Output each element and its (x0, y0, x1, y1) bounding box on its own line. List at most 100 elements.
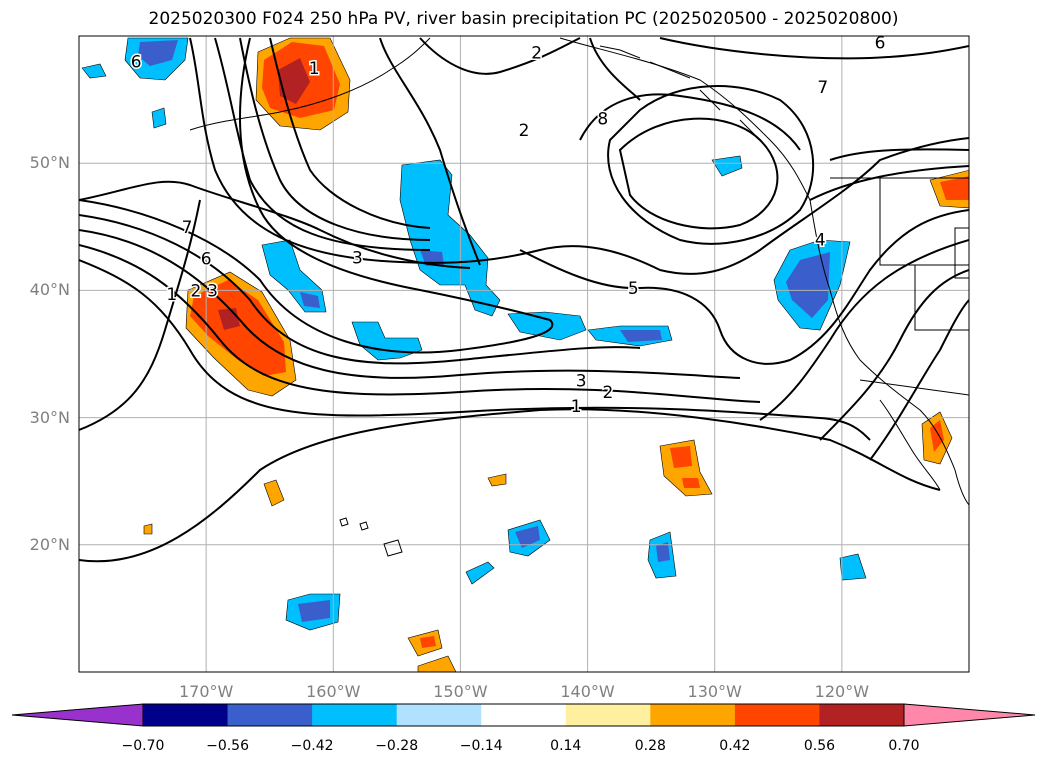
lat-tick-label: 50°N (29, 153, 70, 173)
colorbar-tick-label: −0.70 (121, 738, 165, 754)
colorbar-extend-low (11, 703, 144, 727)
lon-tick-label: 140°W (560, 682, 615, 701)
pv-contour (589, 37, 641, 101)
pv-contour (79, 180, 471, 269)
positive-anomaly (420, 636, 436, 648)
positive-anomaly (682, 478, 700, 488)
pv-contour (809, 165, 969, 201)
pv-contour (79, 408, 941, 563)
colorbar-tick-label: −0.56 (206, 738, 249, 754)
contour-label: 5 (628, 279, 639, 299)
colorbar-segment (143, 704, 229, 726)
lat-tick-label: 20°N (29, 534, 70, 554)
coastline-baja (879, 399, 941, 491)
contour-label: 2 (603, 383, 614, 403)
gridlines (79, 36, 969, 672)
negative-anomaly (351, 321, 423, 361)
contour-label: 6 (201, 250, 212, 270)
border-us-mexico (859, 379, 969, 396)
colorbar-tick-label: −0.28 (375, 738, 419, 754)
contour-label: 6 (131, 52, 142, 72)
negative-anomaly (261, 239, 327, 313)
pv-contour (214, 37, 431, 251)
negative-anomaly (298, 600, 330, 622)
negative-anomaly (620, 330, 662, 342)
pv-contour (659, 37, 969, 60)
negative-anomaly (711, 155, 743, 177)
colorbar-tick-label: −0.14 (459, 738, 503, 754)
pv-contour (519, 209, 969, 365)
pv-contour (419, 37, 581, 75)
precipitation-shading (81, 37, 969, 672)
positive-anomaly (670, 446, 692, 468)
lon-tick-label: 120°W (814, 682, 870, 701)
pv-contour (79, 244, 761, 403)
colorbar-tick-label: 0.28 (634, 738, 666, 754)
pv-contour (79, 229, 741, 379)
negative-anomaly (656, 542, 670, 562)
colorbar-segment (227, 704, 313, 726)
positive-anomaly (263, 479, 285, 507)
pv-contour (239, 37, 431, 241)
coastline-aleutians (189, 37, 431, 131)
negative-anomaly (786, 252, 830, 318)
colorbar-tick-label: 0.70 (888, 738, 920, 754)
lat-tick-label: 30°N (29, 407, 70, 427)
negative-anomaly (399, 159, 501, 317)
colorbar-segment (650, 704, 736, 726)
contour-label: 8 (597, 110, 608, 130)
map-frame (78, 35, 970, 673)
contour-label: 3 (207, 281, 218, 301)
coastline-pacific-northwest (809, 199, 969, 506)
coastline-alaska (559, 37, 811, 201)
contour-label: 4 (815, 231, 826, 251)
lat-tick-label: 40°N (29, 280, 70, 300)
pv-contour (579, 93, 801, 151)
coastlines (189, 37, 969, 557)
negative-anomaly (515, 526, 540, 548)
positive-anomaly (143, 523, 153, 535)
colorbar-segment (734, 704, 820, 726)
positive-anomaly (190, 280, 286, 376)
map-title: 2025020300 F024 250 hPa PV, river basin … (148, 9, 899, 29)
contour-label: 3 (576, 372, 587, 392)
colorbar (11, 703, 1036, 727)
contour-label: 6 (875, 33, 886, 53)
pv-contour (869, 299, 969, 461)
colorbar-segment (396, 704, 482, 726)
colorbar-tick-label: 0.42 (719, 738, 751, 754)
negative-anomaly (465, 561, 495, 585)
positive-anomaly (940, 176, 969, 200)
positive-anomaly (278, 58, 310, 104)
negative-anomaly (507, 311, 587, 341)
positive-anomaly (930, 420, 944, 452)
border-states (879, 178, 969, 331)
lon-tick-label: 160°W (306, 682, 361, 701)
colorbar-frame (142, 703, 905, 727)
contour-label: 1 (166, 285, 177, 305)
positive-anomaly (417, 655, 457, 672)
coastline-alaska-islands (599, 45, 761, 141)
colorbar-segment (819, 704, 905, 726)
contour-label: 1 (309, 59, 320, 79)
pv-contour (269, 37, 431, 229)
colorbar-segment (481, 704, 567, 726)
pv-contour (829, 148, 969, 161)
pv-contour (79, 37, 554, 354)
pv-contour (618, 117, 779, 230)
contour-label: 2 (531, 44, 542, 64)
lon-tick-label: 130°W (687, 682, 742, 701)
negative-anomaly (300, 292, 320, 308)
negative-anomaly (839, 553, 867, 581)
negative-anomaly (151, 107, 167, 129)
colorbar-segment (565, 704, 651, 726)
positive-anomaly (487, 473, 507, 487)
colorbar-extend-high (903, 703, 1036, 727)
pv-contour (189, 37, 969, 275)
pv-contour (79, 214, 641, 365)
contour-label: 7 (817, 78, 828, 98)
colorbar-tick-label: 0.56 (803, 738, 836, 754)
pv-contours (79, 37, 969, 563)
